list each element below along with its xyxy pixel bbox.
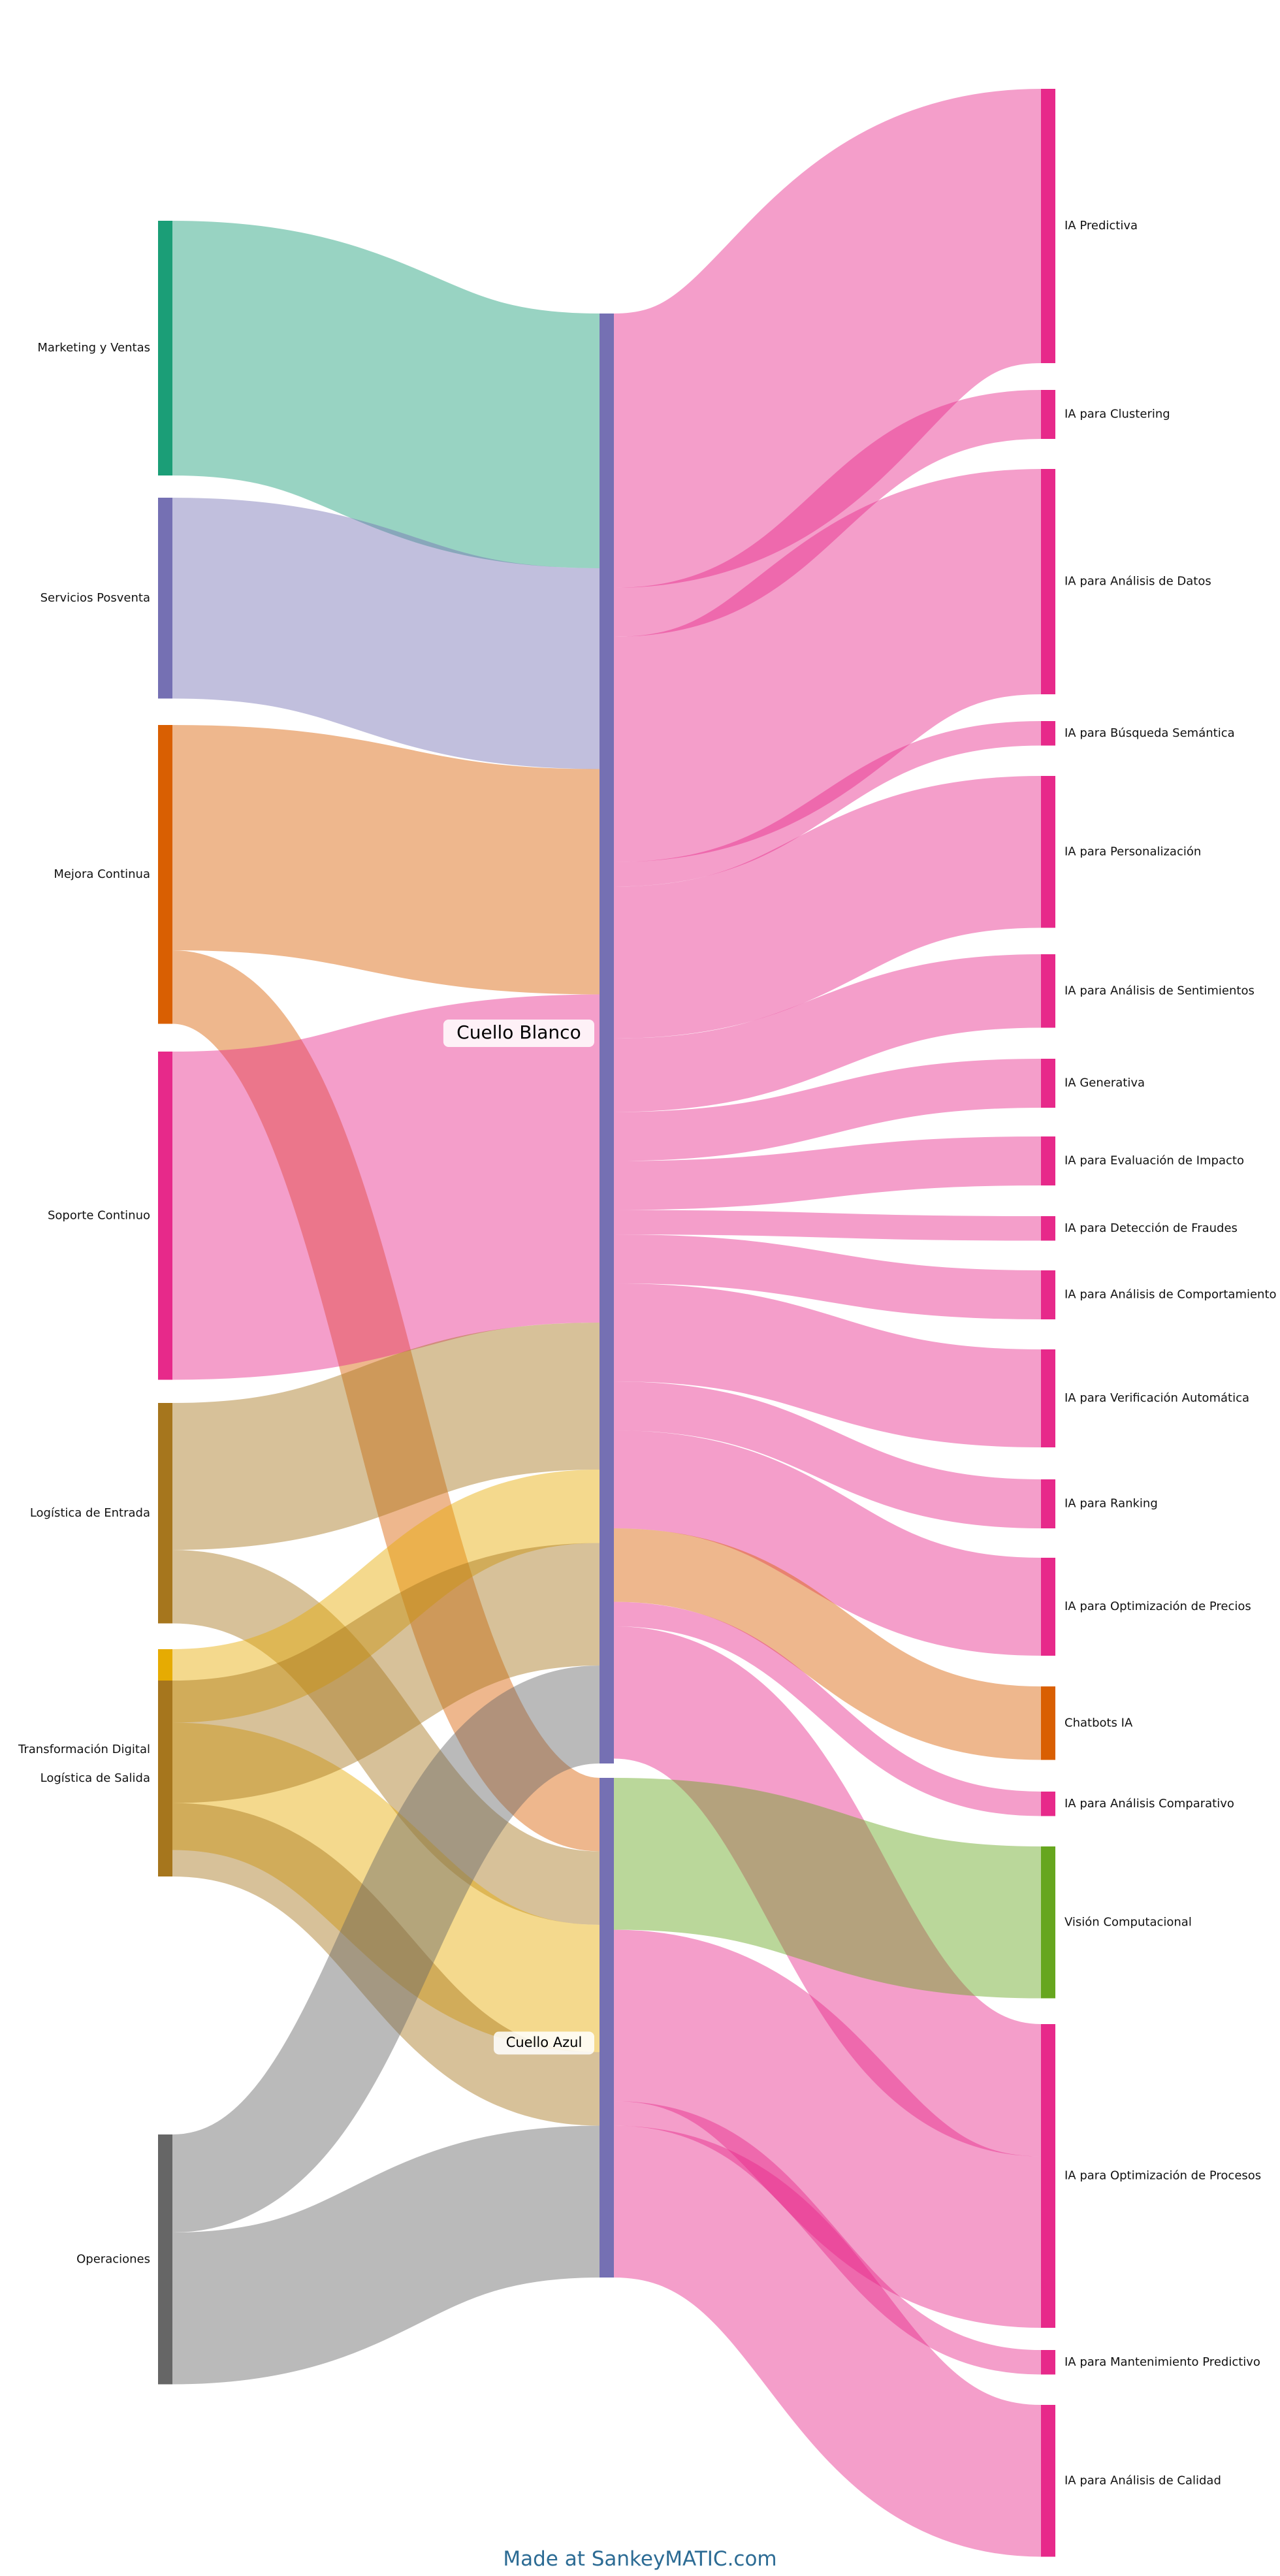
flow-cb-t13 — [613, 1430, 1042, 1656]
target-label-t16: Visión Computacional — [1064, 1915, 1192, 1929]
node-t19 — [1041, 2405, 1055, 2557]
flow-mc-cb — [172, 725, 600, 995]
flow-cb-t10 — [613, 1234, 1042, 1319]
source-label-op: Operaciones — [76, 2252, 150, 2266]
node-t11 — [1041, 1349, 1055, 1447]
node-sp — [158, 498, 172, 699]
flow-cb-t2 — [613, 390, 1042, 637]
flow-sp-cb — [172, 498, 600, 769]
target-label-t15: IA para Análisis Comparativo — [1064, 1797, 1234, 1811]
hub-label-bg-cb — [443, 1020, 594, 1047]
node-le — [158, 1403, 172, 1624]
node-mv — [158, 221, 172, 475]
flow-ca-t17 — [611, 1929, 1044, 2328]
source-label-td: Transformación Digital — [18, 1743, 150, 1756]
hub-label-bg-ca — [494, 2031, 594, 2055]
flow-ca-t19 — [611, 2125, 1044, 2557]
target-label-t17: IA para Optimización de Procesos — [1064, 2169, 1261, 2183]
node-t1 — [1041, 89, 1055, 363]
flow-le-ca — [171, 1550, 601, 1925]
target-label-t7: IA Generativa — [1064, 1076, 1145, 1090]
target-label-t10: IA para Análisis de Comportamiento — [1064, 1288, 1277, 1302]
node-t14 — [1041, 1686, 1055, 1760]
node-t16 — [1041, 1846, 1055, 1999]
flow-ca-t16 — [613, 1778, 1042, 1999]
node-t12 — [1041, 1479, 1055, 1528]
flow-cb-t6 — [613, 954, 1042, 1112]
target-label-t3: IA para Análisis de Datos — [1064, 575, 1211, 588]
flow-le-cb — [172, 1323, 600, 1550]
flow-cb-t5 — [613, 776, 1042, 1038]
flow-cb-t7 — [613, 1059, 1042, 1161]
flow-mc-ca — [169, 950, 603, 1852]
node-ls — [158, 1681, 172, 1876]
labels-layer: Marketing y Ventas Servicios Posventa Mejo… — [18, 219, 1277, 2487]
flow-ca-t18 — [613, 2101, 1042, 2375]
credit-link[interactable]: Made at SankeyMATIC.com — [503, 2547, 777, 2571]
flow-cb-t12 — [613, 1381, 1042, 1528]
nodes-layer — [158, 89, 1055, 2557]
target-label-t6: IA para Análisis de Sentimientos — [1064, 984, 1255, 997]
flow-ls-ca — [171, 1803, 601, 2126]
flow-td-cb — [172, 1470, 600, 1723]
source-label-ls: Logística de Salida — [40, 1771, 150, 1785]
flow-op-ca — [171, 2125, 601, 2385]
target-label-t5: IA para Personalización — [1064, 845, 1201, 858]
source-label-mv: Marketing y Ventas — [37, 341, 150, 355]
flow-cb-t8 — [613, 1136, 1042, 1210]
target-label-t14: Chatbots IA — [1064, 1716, 1133, 1730]
target-label-t2: IA para Clustering — [1064, 408, 1170, 421]
node-t3 — [1041, 469, 1055, 694]
node-t8 — [1041, 1136, 1055, 1185]
flow-ls-cb — [171, 1543, 601, 1803]
target-label-t19: IA para Análisis de Calidad — [1064, 2473, 1221, 2487]
node-t4 — [1041, 721, 1055, 746]
node-t5 — [1041, 776, 1055, 928]
node-t10 — [1041, 1270, 1055, 1319]
target-label-t1: IA Predictiva — [1064, 219, 1138, 233]
flows-layer — [169, 89, 1046, 2557]
node-cb — [600, 314, 614, 1763]
flow-cb-t1 — [609, 89, 1046, 588]
source-label-sc: Soporte Continuo — [48, 1208, 150, 1222]
flow-op-cb — [170, 1666, 602, 2232]
flow-cb-t3 — [611, 469, 1044, 862]
target-label-t12: IA para Ranking — [1064, 1497, 1158, 1511]
node-op — [158, 2134, 172, 2385]
flow-cb-t4 — [613, 721, 1042, 887]
flow-cb-t11 — [613, 1283, 1042, 1447]
flow-mv-cb — [170, 221, 601, 568]
hub-label-cb: Cuello Blanco — [456, 1022, 581, 1043]
node-sc — [158, 1052, 172, 1380]
node-t13 — [1041, 1558, 1055, 1656]
target-label-t8: IA para Evaluación de Impacto — [1064, 1154, 1244, 1168]
flow-cb-t15 — [613, 1602, 1042, 1816]
target-label-t9: IA para Detección de Fraudes — [1064, 1221, 1238, 1235]
flow-cb-t14 — [613, 1528, 1042, 1760]
node-t17 — [1041, 2024, 1055, 2328]
node-t9 — [1041, 1216, 1055, 1241]
flow-cb-t17 — [611, 1626, 1044, 2157]
target-label-t11: IA para Verificación Automática — [1064, 1391, 1249, 1405]
node-t15 — [1041, 1792, 1055, 1816]
source-label-mc: Mejora Continua — [54, 867, 150, 881]
flow-td-ca — [170, 1722, 601, 2052]
node-t6 — [1041, 954, 1055, 1028]
node-t7 — [1041, 1059, 1055, 1108]
node-ca — [600, 1778, 614, 2278]
source-label-le: Logística de Entrada — [30, 1506, 150, 1520]
flow-cb-t9 — [613, 1210, 1042, 1241]
node-t2 — [1041, 390, 1055, 439]
target-label-t13: IA para Optimización de Precios — [1064, 1600, 1251, 1613]
target-label-t18: IA para Mantenimiento Predictivo — [1064, 2355, 1260, 2369]
target-label-t4: IA para Búsqueda Semántica — [1064, 726, 1235, 740]
hub-label-ca: Cuello Azul — [506, 2035, 583, 2050]
node-mc — [158, 725, 172, 1024]
source-label-sp: Servicios Posventa — [40, 591, 150, 605]
node-t18 — [1041, 2350, 1055, 2375]
flow-sc-cb — [171, 994, 601, 1380]
